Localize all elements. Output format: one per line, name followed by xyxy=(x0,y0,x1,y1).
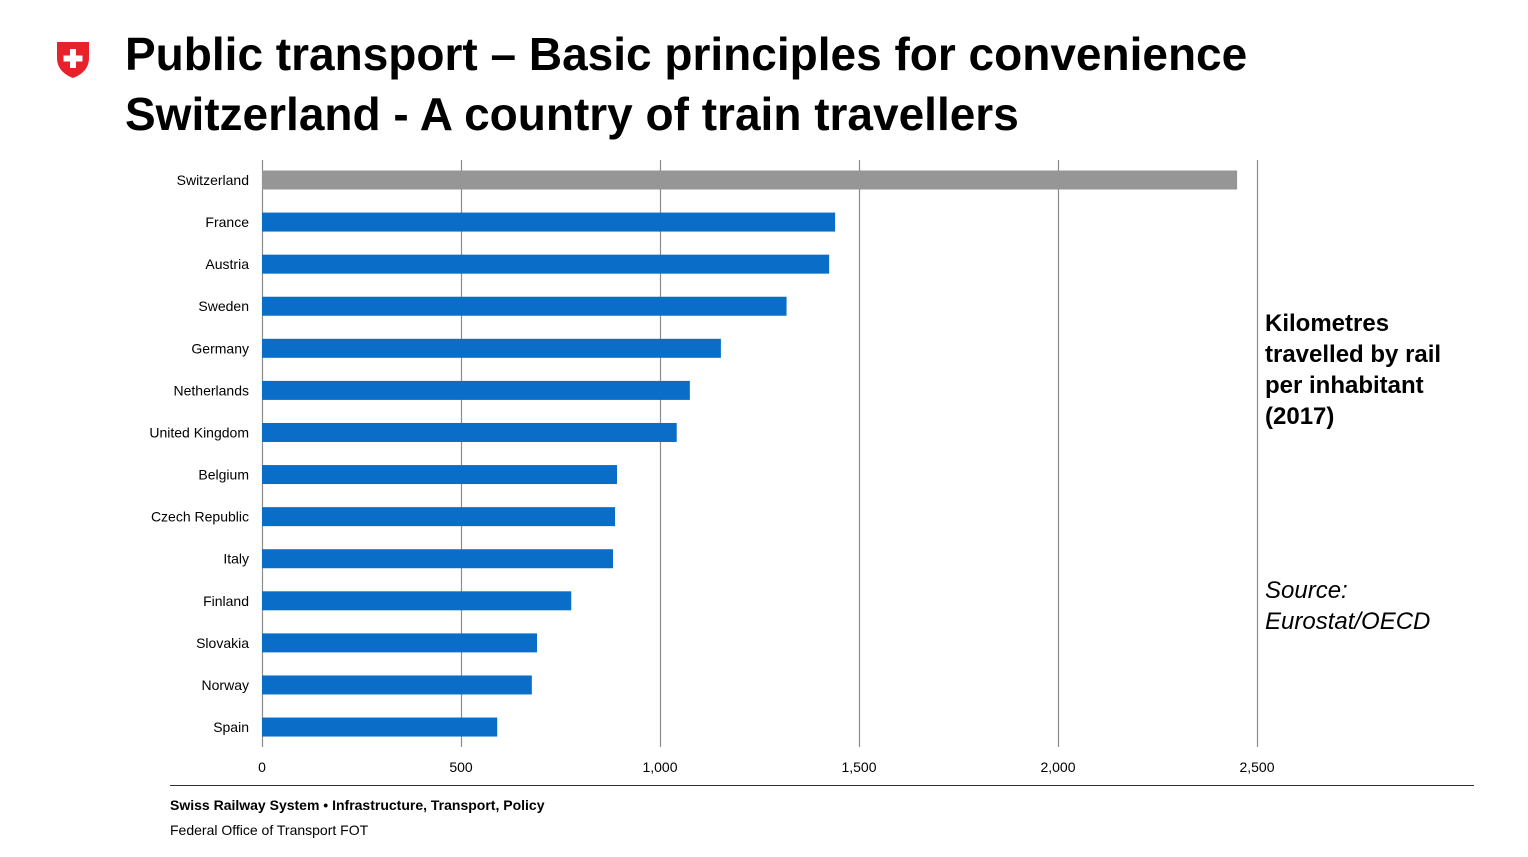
category-label: Austria xyxy=(205,256,249,272)
bar-czech-republic xyxy=(262,507,616,527)
category-label: France xyxy=(205,214,249,230)
swiss-coat-of-arms-icon xyxy=(57,42,89,78)
bar-norway xyxy=(262,675,532,695)
bar-spain xyxy=(262,717,498,737)
chart-description-line: travelled by rail xyxy=(1265,341,1442,368)
category-label: Sweden xyxy=(198,298,249,314)
source-note: Source: Eurostat/OECD xyxy=(1265,575,1505,637)
x-tick-label: 500 xyxy=(449,759,473,775)
bar-sweden xyxy=(262,296,787,316)
category-label: Netherlands xyxy=(174,382,250,398)
bar-france xyxy=(262,212,836,232)
category-label: Switzerland xyxy=(177,172,249,188)
chart-description-line: per inhabitant xyxy=(1265,372,1424,399)
x-tick-label: 0 xyxy=(258,759,266,775)
bar-united-kingdom xyxy=(262,422,677,442)
category-label: Germany xyxy=(191,340,249,356)
bar-belgium xyxy=(262,465,618,485)
source-label: Source: xyxy=(1265,577,1348,604)
x-tick-label: 1,000 xyxy=(642,759,677,775)
chart-description-line: Kilometres xyxy=(1265,310,1390,337)
category-label: Slovakia xyxy=(196,635,249,651)
category-label: United Kingdom xyxy=(149,424,249,440)
category-label: Czech Republic xyxy=(151,509,249,525)
bar-netherlands xyxy=(262,380,690,400)
bar-slovakia xyxy=(262,633,538,653)
bar-austria xyxy=(262,254,830,274)
bar-switzerland xyxy=(262,170,1238,190)
footer-divider xyxy=(170,785,1474,786)
source-value: Eurostat/OECD xyxy=(1265,608,1431,635)
chart-description-line: (2017) xyxy=(1265,403,1335,430)
footer-title: Swiss Railway System • Infrastructure, T… xyxy=(170,797,545,813)
category-label: Finland xyxy=(203,593,249,609)
category-label: Belgium xyxy=(198,467,249,483)
footer-organization: Federal Office of Transport FOT xyxy=(170,822,369,838)
chart-description: Kilometres travelled by rail per inhabit… xyxy=(1265,308,1505,432)
bar-finland xyxy=(262,591,572,611)
category-label: Spain xyxy=(213,719,249,735)
category-label: Norway xyxy=(202,677,249,693)
bar-chart: Switzerland France Austria Sweden Germany Net… xyxy=(149,160,1275,775)
x-tick-label: 2,500 xyxy=(1239,759,1274,775)
page-title: Public transport – Basic principles for … xyxy=(125,28,1248,80)
x-tick-label: 1,500 xyxy=(841,759,876,775)
x-tick-label: 2,000 xyxy=(1040,759,1075,775)
bar-italy xyxy=(262,549,614,569)
bar-germany xyxy=(262,338,721,358)
page-subtitle: Switzerland - A country of train travell… xyxy=(125,88,1019,140)
category-label: Italy xyxy=(223,551,249,567)
